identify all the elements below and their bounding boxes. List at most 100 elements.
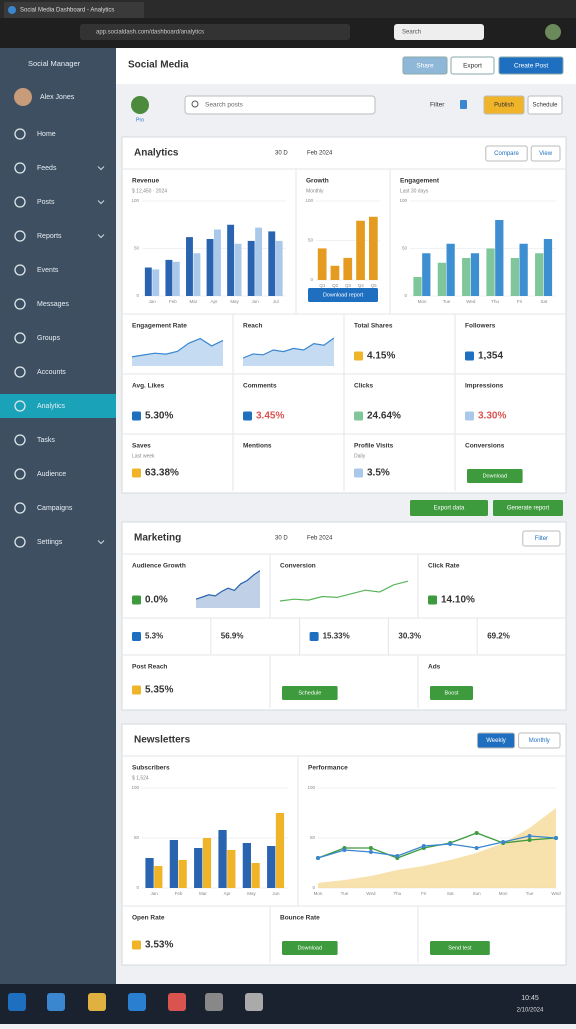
x-tick-label: Fri [421,891,426,896]
nav-item[interactable]: Groups [37,335,60,342]
taskbar-icon[interactable] [168,993,186,1011]
taskbar-icon[interactable] [205,993,223,1011]
browser-search[interactable] [394,24,484,40]
avatar-label: Pro [136,117,144,123]
cell-value: 24.64% [367,411,401,422]
search-box[interactable] [184,95,376,115]
cell-button-label: Download [298,945,322,951]
cell-subtitle: Monthly [306,188,324,194]
header-button[interactable] [450,56,495,75]
nav-icon [14,298,26,310]
spark-line [131,337,224,358]
bar [186,237,193,296]
bar [255,227,263,296]
x-tick-label: May [247,891,256,896]
user-avatar[interactable] [14,88,32,106]
bar [145,858,154,888]
bar [446,243,455,296]
nav-item[interactable]: Events [37,267,59,274]
taskbar-icon[interactable] [8,993,26,1011]
section-button[interactable] [518,732,561,749]
nav-icon [14,196,26,208]
nav-item[interactable]: Home [37,131,56,138]
bar [519,243,528,296]
section-button[interactable] [522,530,561,547]
x-tick-label: Jun [272,891,280,896]
cell-value: 0.0% [145,595,168,606]
sidebar [0,48,116,984]
x-tick-label: Q2 [332,283,339,288]
filter-label[interactable]: Filter [430,102,445,109]
toolbar-button[interactable] [483,95,525,115]
cell-button[interactable] [282,686,338,700]
cell-subtitle: Daily [354,453,366,459]
x-tick-label: Apr [224,891,232,896]
x-tick-label: Sat [540,299,548,304]
nav-item[interactable]: Analytics [37,403,66,410]
tab[interactable] [4,2,144,18]
nav-item[interactable]: Messages [37,301,69,308]
bar [234,243,242,296]
section-button[interactable] [530,145,561,162]
taskbar-icon[interactable] [245,993,263,1011]
cell-value: 5.30% [145,411,173,422]
cell-subtitle: Last 30 days [400,188,429,194]
bar [144,267,152,296]
nav-icon [14,434,26,446]
cell-button-label: Boost [444,690,459,696]
bar [330,265,340,280]
nav-item[interactable]: Accounts [37,369,66,376]
nav-item[interactable]: Reports [37,233,62,240]
toolbar-button[interactable] [527,95,563,115]
taskbar-icon[interactable] [128,993,146,1011]
x-tick-label: Tue [443,299,451,304]
section-button[interactable] [476,732,516,749]
taskbar-icon[interactable] [47,993,65,1011]
taskbar-icon[interactable] [88,993,106,1011]
x-tick-label: Feb [169,299,177,304]
url-box[interactable] [80,24,350,40]
action-button[interactable] [410,500,488,516]
nav-item[interactable]: Feeds [37,165,57,172]
cell-title: Ads [428,664,441,671]
x-tick-label: Sun [473,891,482,896]
header-button[interactable] [498,56,564,75]
bar [543,239,553,296]
nav-item[interactable]: Audience [37,471,66,478]
nav-item[interactable]: Settings [37,539,63,546]
cell-button[interactable] [308,288,378,302]
profile-icon[interactable] [545,24,561,40]
point [527,834,532,838]
y-tick-label: 0 [136,293,139,298]
nav-icon [14,162,26,174]
cell-button[interactable] [282,941,338,955]
clock-date: 2/10/2024 [517,1008,544,1014]
bar [413,277,422,296]
nav-item[interactable]: Tasks [37,437,55,444]
bar [356,220,365,280]
spark-area [196,570,260,608]
tab-title: Social Media Dashboard - Analytics [20,8,114,14]
nav-icon [14,332,26,344]
cell-button[interactable] [430,686,473,700]
nav-item[interactable]: Campaigns [37,505,73,512]
section-meta: Feb 2024 [307,151,333,157]
toolbar-avatar[interactable] [131,96,149,114]
section-button[interactable] [485,145,528,162]
nav-item[interactable]: Posts [37,199,55,206]
action-button[interactable] [493,500,563,516]
nav-active [0,394,116,418]
cell-button[interactable] [467,469,523,483]
x-tick-label: Mar [199,891,207,896]
area [318,808,556,888]
header-button[interactable] [402,56,448,75]
point [342,848,347,852]
cell-subtitle: $ 1,524 [132,775,149,781]
cell-button[interactable] [430,941,490,955]
nav-icon [14,264,26,276]
cell-title: Audience Growth [132,563,186,570]
x-tick-label: Mar [190,299,198,304]
cell-value: 69.2% [487,632,510,641]
bar [535,253,544,296]
cell-value: 14.10% [441,595,475,606]
